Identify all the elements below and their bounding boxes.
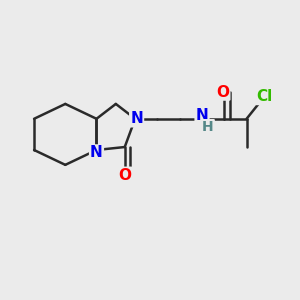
Text: O: O xyxy=(118,168,131,183)
Text: N: N xyxy=(196,108,208,123)
Text: N: N xyxy=(130,111,143,126)
Text: O: O xyxy=(216,85,229,100)
Text: H: H xyxy=(202,120,214,134)
Text: N: N xyxy=(90,146,103,160)
Text: Cl: Cl xyxy=(256,89,273,104)
